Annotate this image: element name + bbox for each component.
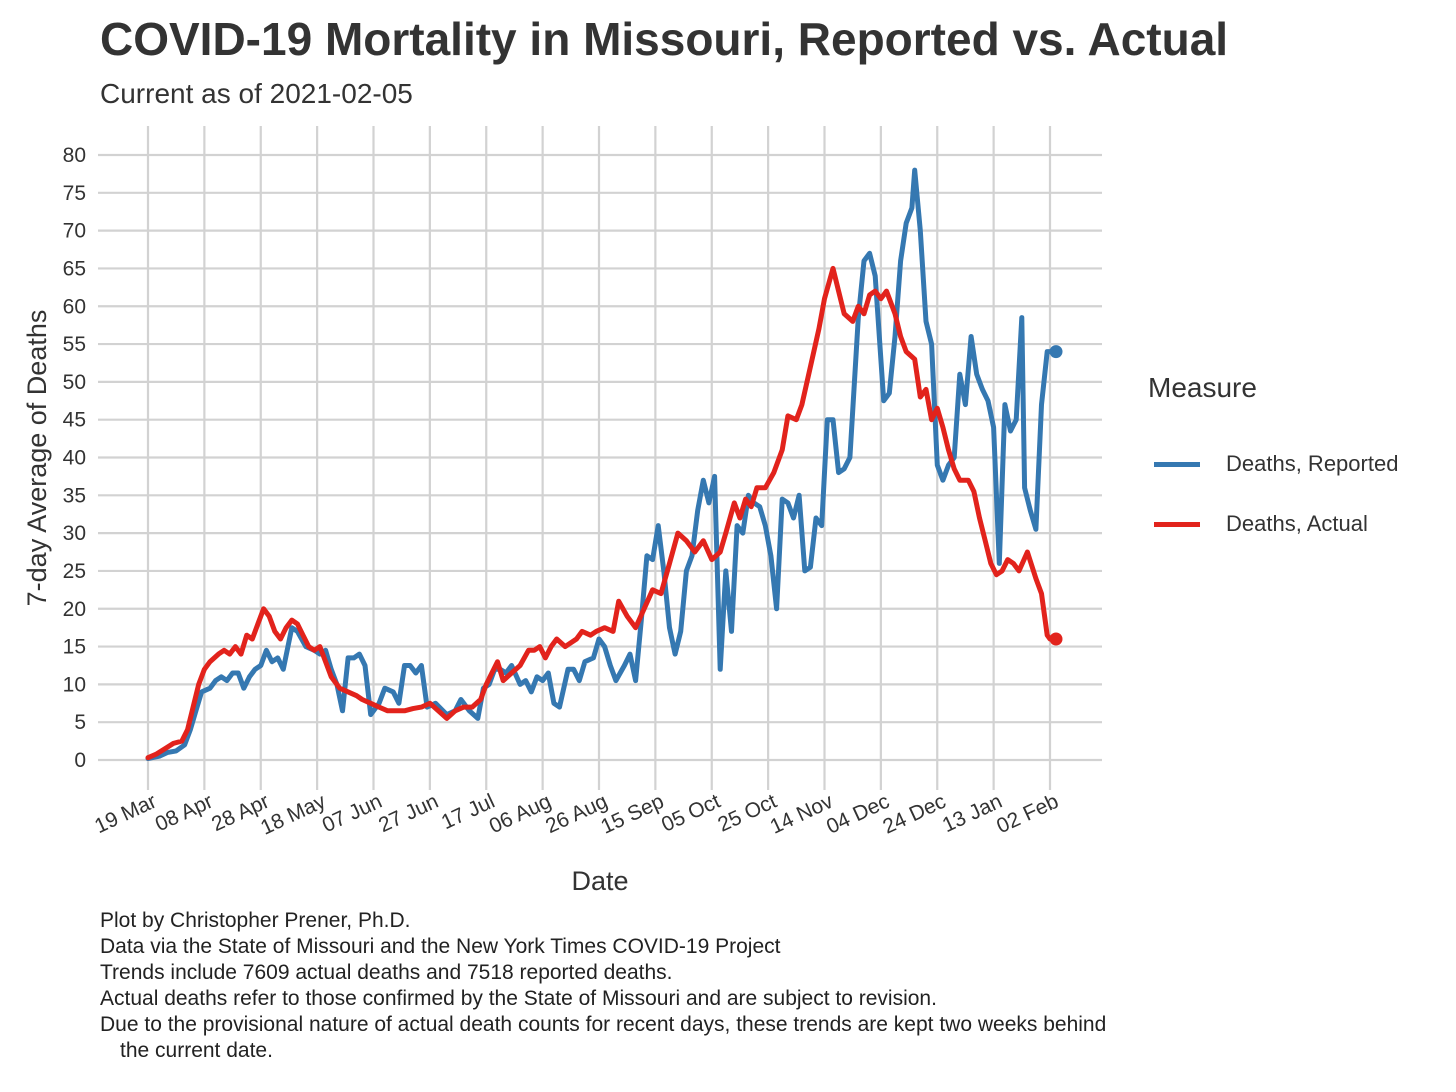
y-tick-label: 10 xyxy=(63,673,86,696)
x-tick-label: 19 Mar xyxy=(91,790,160,838)
x-tick-label: 24 Dec xyxy=(879,790,949,839)
x-tick-label: 06 Aug xyxy=(486,790,555,838)
x-tick-label: 04 Dec xyxy=(823,790,893,839)
x-tick-label: 07 Jun xyxy=(319,790,386,837)
endpoint-actual xyxy=(1049,632,1063,646)
series-endpoints xyxy=(1049,345,1063,646)
legend-key-actual xyxy=(1154,521,1200,527)
y-tick-label: 60 xyxy=(63,295,86,318)
caption-line-definition: Actual deaths refer to those confirmed b… xyxy=(100,987,937,1010)
y-axis-label: 7-day Average of Deaths xyxy=(22,310,52,607)
caption-line-totals: Trends include 7609 actual deaths and 75… xyxy=(100,961,673,984)
x-tick-label: 17 Jul xyxy=(438,790,499,835)
x-tick-label: 27 Jun xyxy=(375,790,442,837)
x-tick-label: 13 Jan xyxy=(939,790,1006,837)
series-line-actual xyxy=(145,265,1053,761)
legend-item-actual: Deaths, Actual xyxy=(1148,494,1398,554)
y-tick-label: 20 xyxy=(63,598,86,621)
y-tick-label: 65 xyxy=(63,257,86,280)
x-tick-label: 26 Aug xyxy=(542,790,611,838)
y-tick-label: 55 xyxy=(63,333,86,356)
y-tick-label: 35 xyxy=(63,484,86,507)
legend-label-actual: Deaths, Actual xyxy=(1226,511,1368,536)
caption-line-author: Plot by Christopher Prener, Ph.D. xyxy=(100,909,411,932)
y-tick-label: 30 xyxy=(63,522,86,545)
caption: Plot by Christopher Prener, Ph.D. Data v… xyxy=(100,908,1106,1064)
y-tick-label: 50 xyxy=(63,371,86,394)
y-axis-tick-labels: 0 5 10 15 20 25 30 35 40 45 50 55 60 65 70 75 80 xyxy=(63,144,86,772)
y-tick-label: 40 xyxy=(63,447,86,470)
legend-label-reported: Deaths, Reported xyxy=(1226,451,1399,476)
caption-line-provisional-cont: the current date. xyxy=(120,1039,273,1062)
legend-item-reported: Deaths, Reported xyxy=(1148,434,1398,494)
x-tick-label: 25 Oct xyxy=(714,790,780,837)
x-tick-label: 05 Oct xyxy=(658,790,724,837)
y-tick-label: 80 xyxy=(63,144,86,167)
y-tick-label: 15 xyxy=(63,636,86,659)
caption-line-source: Data via the State of Missouri and the N… xyxy=(100,935,781,958)
x-tick-label: 18 May xyxy=(257,789,330,839)
caption-line-provisional: Due to the provisional nature of actual … xyxy=(100,1013,1107,1036)
x-axis-label: Date xyxy=(571,866,628,896)
y-tick-label: 0 xyxy=(74,749,86,772)
legend-title: Measure xyxy=(1148,372,1257,403)
x-tick-label: 02 Feb xyxy=(993,790,1062,838)
y-tick-label: 75 xyxy=(63,182,86,205)
chart-title: COVID-19 Mortality in Missouri, Reported… xyxy=(100,13,1229,65)
x-tick-label: 08 Apr xyxy=(152,790,217,837)
legend: Measure Deaths, Reported Deaths, Actual xyxy=(1148,372,1398,554)
x-tick-label: 15 Sep xyxy=(597,790,667,839)
endpoint-reported xyxy=(1049,345,1063,359)
chart-subtitle: Current as of 2021-02-05 xyxy=(100,78,413,109)
x-tick-label: 14 Nov xyxy=(767,789,837,838)
y-tick-label: 70 xyxy=(63,220,86,243)
series-lines xyxy=(145,167,1053,761)
y-tick-label: 45 xyxy=(63,409,86,432)
y-tick-label: 25 xyxy=(63,560,86,583)
horizontal-gridlines xyxy=(98,153,1102,762)
y-tick-label: 5 xyxy=(74,711,86,734)
legend-key-reported xyxy=(1154,461,1200,467)
